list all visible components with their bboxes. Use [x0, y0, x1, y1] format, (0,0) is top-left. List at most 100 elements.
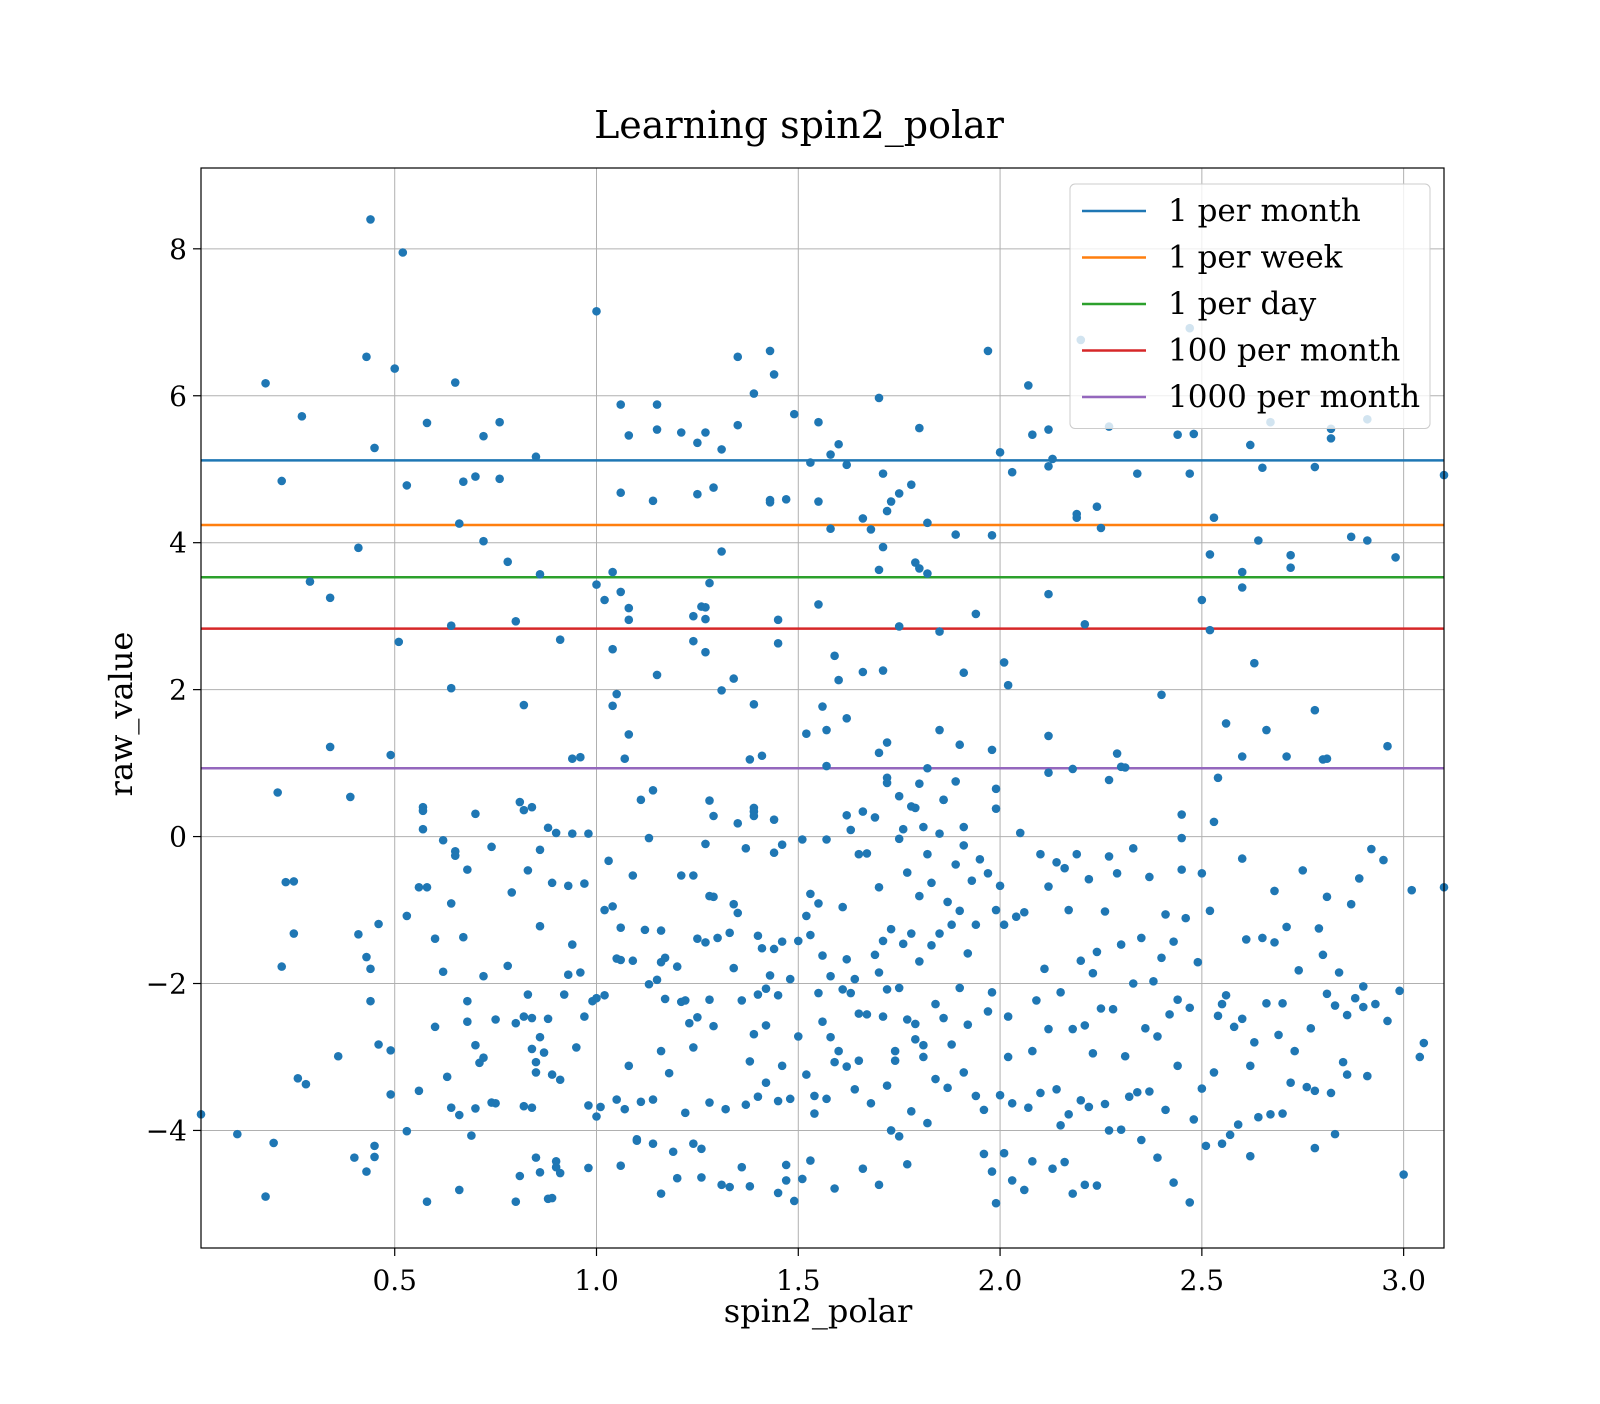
data-point	[608, 644, 617, 654]
data-point	[592, 306, 601, 316]
data-point	[781, 1160, 791, 1170]
data-point	[362, 1167, 371, 1176]
data-point	[737, 1162, 747, 1172]
data-point	[551, 1157, 561, 1166]
data-point	[1036, 1088, 1045, 1098]
data-point	[616, 488, 626, 498]
data-point	[1286, 550, 1295, 560]
data-point	[818, 951, 827, 960]
data-point	[741, 1100, 751, 1110]
data-point	[874, 1180, 884, 1190]
data-point	[773, 1188, 783, 1198]
data-point	[596, 1102, 605, 1112]
data-point	[1326, 1088, 1336, 1098]
data-point	[1245, 1061, 1255, 1071]
data-point	[555, 1075, 565, 1085]
data-point	[535, 1032, 545, 1042]
data-point	[1064, 905, 1073, 915]
x-tick-label: 2.5	[1180, 1264, 1225, 1297]
data-point	[1076, 956, 1086, 966]
data-point	[959, 841, 969, 850]
data-point	[1334, 968, 1344, 977]
data-point	[1145, 1087, 1154, 1096]
data-point	[471, 809, 480, 819]
data-point	[902, 1015, 912, 1024]
data-point	[979, 1105, 989, 1115]
data-point	[701, 614, 710, 624]
y-tick-label: 4	[169, 527, 187, 560]
data-point	[1157, 690, 1166, 700]
data-point	[693, 1013, 702, 1022]
data-point	[846, 988, 856, 998]
data-point	[672, 962, 682, 971]
data-point	[616, 587, 626, 597]
data-point	[446, 1103, 456, 1112]
data-point	[277, 962, 287, 971]
data-point	[366, 996, 375, 1006]
data-point	[737, 996, 747, 1005]
data-point	[301, 1079, 311, 1089]
data-point	[979, 1149, 989, 1159]
data-point	[705, 995, 714, 1004]
data-point	[971, 920, 981, 930]
y-tick-label: 0	[169, 821, 187, 854]
data-point	[874, 882, 884, 892]
data-point	[1068, 1189, 1078, 1198]
data-point	[305, 577, 315, 586]
data-point	[507, 888, 517, 897]
data-point	[454, 519, 464, 528]
data-point	[814, 988, 823, 998]
data-point	[414, 882, 424, 892]
data-point	[862, 849, 872, 858]
data-point	[826, 524, 835, 534]
data-point	[1322, 754, 1332, 763]
data-point	[939, 1013, 948, 1023]
data-point	[1209, 1068, 1219, 1077]
data-point	[689, 636, 698, 646]
y-axis-label: raw_value	[102, 632, 140, 797]
data-point	[878, 469, 888, 478]
data-point	[753, 990, 763, 999]
data-point	[1209, 513, 1219, 523]
data-point	[366, 215, 375, 224]
data-point	[1371, 999, 1380, 1009]
data-point	[608, 902, 617, 911]
data-point	[616, 1161, 626, 1171]
data-point	[858, 667, 868, 677]
data-point	[915, 564, 924, 573]
data-point	[600, 595, 609, 605]
legend-label: 100 per month	[1168, 333, 1400, 369]
data-point	[818, 702, 827, 711]
data-point	[1310, 1143, 1320, 1153]
data-point	[354, 929, 363, 939]
data-point	[983, 346, 993, 356]
data-point	[931, 999, 940, 1009]
data-point	[951, 860, 960, 869]
data-point	[769, 815, 779, 824]
chart-title: Learning spin2_polar	[594, 103, 1005, 148]
data-point	[689, 871, 698, 880]
data-point	[511, 1197, 521, 1207]
data-point	[898, 824, 908, 834]
data-point	[471, 1104, 480, 1113]
y-tick-label: −2	[146, 968, 187, 1001]
data-point	[963, 1020, 973, 1029]
data-point	[834, 439, 843, 449]
data-point	[971, 1091, 981, 1101]
data-point	[563, 970, 573, 979]
data-point	[1250, 1037, 1259, 1047]
data-point	[878, 666, 888, 675]
data-point	[567, 829, 577, 838]
data-point	[830, 1057, 839, 1067]
data-point	[886, 497, 896, 506]
data-point	[551, 828, 561, 838]
data-point	[749, 1029, 759, 1039]
data-point	[1056, 1121, 1065, 1130]
data-point	[289, 877, 299, 886]
data-point	[777, 840, 787, 849]
data-point	[1338, 1057, 1348, 1067]
data-point	[983, 869, 993, 878]
data-point	[608, 567, 617, 577]
data-point	[1145, 872, 1154, 882]
